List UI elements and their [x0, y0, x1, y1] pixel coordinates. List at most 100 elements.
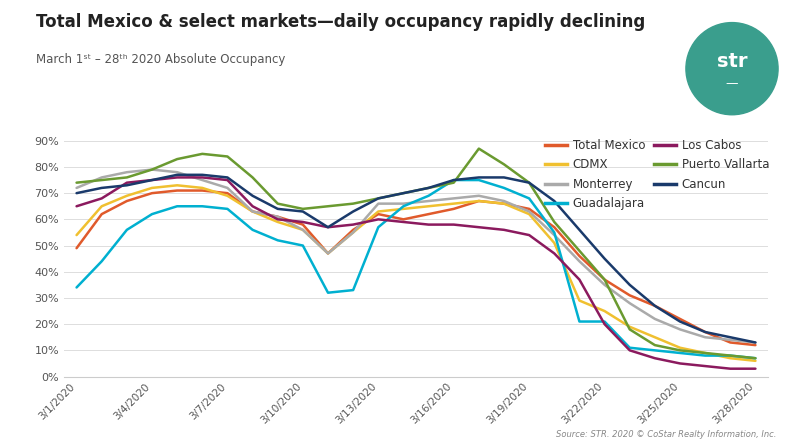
Guadalajara — [97, 259, 106, 264]
Puerto Vallarta — [650, 342, 660, 348]
Text: Source: STR. 2020 © CoStar Realty Information, Inc.: Source: STR. 2020 © CoStar Realty Inform… — [556, 430, 776, 439]
Monterrey — [750, 340, 760, 345]
CDMX — [449, 201, 458, 206]
Monterrey — [524, 209, 534, 214]
Puerto Vallarta — [726, 353, 735, 358]
Los Cabos — [298, 219, 308, 225]
Puerto Vallarta — [700, 350, 710, 356]
Guadalajara — [750, 356, 760, 361]
Total Mexico — [574, 253, 584, 259]
Line: Monterrey: Monterrey — [77, 170, 755, 342]
Guadalajara — [323, 290, 333, 295]
Guadalajara — [298, 243, 308, 248]
CDMX — [675, 345, 685, 350]
Text: str: str — [717, 52, 747, 71]
Los Cabos — [248, 204, 258, 209]
CDMX — [600, 308, 610, 314]
Monterrey — [248, 209, 258, 214]
Monterrey — [449, 196, 458, 201]
Total Mexico — [700, 329, 710, 334]
CDMX — [248, 209, 258, 214]
Cancun — [449, 177, 458, 183]
Cancun — [424, 185, 434, 190]
CDMX — [574, 298, 584, 303]
Los Cabos — [323, 225, 333, 230]
Monterrey — [550, 233, 559, 238]
Cancun — [273, 206, 282, 212]
Cancun — [700, 329, 710, 334]
Total Mexico — [726, 340, 735, 345]
Monterrey — [600, 282, 610, 288]
CDMX — [273, 219, 282, 225]
Monterrey — [323, 251, 333, 256]
Total Mexico — [600, 277, 610, 282]
Cancun — [172, 172, 182, 178]
Los Cabos — [550, 251, 559, 256]
Cancun — [398, 190, 408, 196]
Total Mexico — [147, 190, 157, 196]
Circle shape — [686, 23, 778, 115]
Guadalajara — [198, 204, 207, 209]
CDMX — [222, 193, 232, 198]
Guadalajara — [248, 227, 258, 233]
Puerto Vallarta — [474, 146, 484, 151]
Cancun — [72, 190, 82, 196]
CDMX — [499, 201, 509, 206]
Total Mexico — [298, 222, 308, 227]
Monterrey — [424, 198, 434, 204]
CDMX — [122, 193, 132, 198]
Line: Total Mexico: Total Mexico — [77, 190, 755, 345]
Puerto Vallarta — [323, 204, 333, 209]
Cancun — [198, 172, 207, 178]
CDMX — [348, 230, 358, 235]
Los Cabos — [198, 175, 207, 180]
Guadalajara — [122, 227, 132, 233]
Los Cabos — [726, 366, 735, 371]
Los Cabos — [750, 366, 760, 371]
Puerto Vallarta — [298, 206, 308, 212]
Cancun — [550, 198, 559, 204]
Total Mexico — [198, 188, 207, 193]
Total Mexico — [675, 316, 685, 322]
Cancun — [122, 183, 132, 188]
Monterrey — [574, 259, 584, 264]
Cancun — [524, 180, 534, 185]
Puerto Vallarta — [625, 327, 634, 332]
Los Cabos — [474, 225, 484, 230]
Total Mexico — [398, 217, 408, 222]
Total Mexico — [374, 211, 383, 217]
CDMX — [474, 198, 484, 204]
Puerto Vallarta — [97, 177, 106, 183]
Cancun — [147, 177, 157, 183]
Cancun — [675, 319, 685, 324]
Total Mexico — [449, 206, 458, 212]
CDMX — [72, 233, 82, 238]
CDMX — [625, 324, 634, 330]
Los Cabos — [122, 180, 132, 185]
Total Mexico — [122, 198, 132, 204]
Guadalajara — [348, 288, 358, 293]
Guadalajara — [600, 319, 610, 324]
CDMX — [524, 211, 534, 217]
Los Cabos — [675, 361, 685, 366]
Puerto Vallarta — [72, 180, 82, 185]
CDMX — [424, 204, 434, 209]
Cancun — [726, 334, 735, 340]
Legend: Total Mexico, CDMX, Monterrey, Guadalajara, Los Cabos, Puerto Vallarta, Cancun: Total Mexico, CDMX, Monterrey, Guadalaja… — [546, 139, 769, 210]
Guadalajara — [273, 237, 282, 243]
Total Mexico — [273, 214, 282, 219]
Line: Los Cabos: Los Cabos — [77, 178, 755, 369]
Total Mexico — [625, 293, 634, 298]
CDMX — [750, 358, 760, 364]
Cancun — [499, 175, 509, 180]
Los Cabos — [172, 175, 182, 180]
Puerto Vallarta — [273, 201, 282, 206]
Los Cabos — [600, 322, 610, 327]
Monterrey — [474, 193, 484, 198]
Guadalajara — [172, 204, 182, 209]
Puerto Vallarta — [675, 348, 685, 353]
Cancun — [323, 225, 333, 230]
Monterrey — [222, 185, 232, 190]
Text: March 1ˢᵗ – 28ᵗʰ 2020 Absolute Occupancy: March 1ˢᵗ – 28ᵗʰ 2020 Absolute Occupancy — [36, 53, 286, 66]
Los Cabos — [449, 222, 458, 227]
